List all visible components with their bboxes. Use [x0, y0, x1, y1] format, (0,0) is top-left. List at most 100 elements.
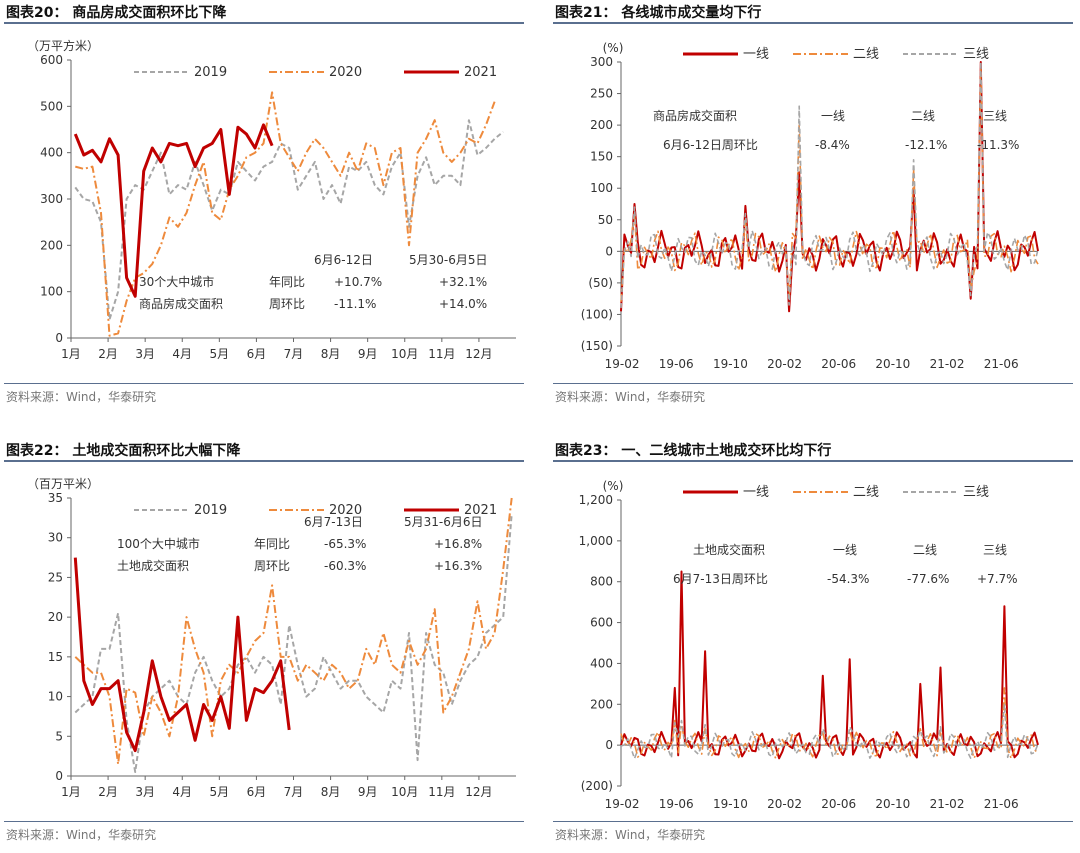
annotation-col-header: 三线	[983, 109, 1007, 123]
x-tick-label: 2月	[98, 785, 118, 799]
y-tick-label: 500	[40, 99, 63, 113]
y-tick-label: 0	[605, 738, 613, 752]
annotation-col-header: 一线	[821, 109, 845, 123]
y-tick-label: 35	[48, 491, 63, 505]
chart-21-canvas: (150) (100) (50) 0 50 100 150 200 250 300(%) 19-02…	[581, 41, 1039, 371]
y-tick-label: 0	[55, 331, 63, 345]
y-tick-label: 200	[590, 118, 613, 132]
y-tick-label: 5	[55, 729, 63, 743]
annotation-label: 6月6-12日周环比	[663, 138, 758, 152]
title-rule	[553, 460, 1073, 462]
y-tick-label: 200	[590, 697, 613, 711]
x-tick-label: 6月	[247, 347, 267, 361]
x-tick-label: 3月	[135, 347, 155, 361]
chart-23-canvas: (200) 0 200 400 600 800 1,000 1,200(%) 19-02 19-0…	[579, 479, 1039, 811]
title-rule	[4, 460, 524, 462]
series-line-2021	[73, 123, 274, 298]
y-tick-label: 300	[40, 192, 63, 206]
chart-panel-21: 图表21： 各线城市成交量均下行 (150) (100) (50) 0 50 100 150…	[553, 0, 1073, 415]
x-tick-label: 4月	[172, 347, 192, 361]
annotation-value: -65.3%	[324, 537, 366, 551]
annotation-value: -77.6%	[907, 572, 949, 586]
x-tick-label: 19-10	[713, 357, 748, 371]
y-tick-label: 30	[48, 531, 63, 545]
legend-label-二线: 二线	[853, 485, 879, 500]
title-rule	[553, 22, 1073, 24]
series-line-2020	[74, 497, 513, 766]
title-rule	[4, 22, 524, 24]
annotation-value: -11.1%	[334, 297, 376, 311]
legend-label-一线: 一线	[743, 485, 769, 500]
y-axis-unit: (%)	[603, 479, 624, 493]
y-tick-label: 150	[590, 150, 613, 164]
source-note: 资料来源：Wind，华泰研究	[555, 828, 706, 842]
y-tick-label: 1,000	[579, 534, 613, 548]
y-tick-label: (150)	[581, 339, 613, 353]
annotation-label: 6月7-13日周环比	[673, 572, 768, 586]
y-tick-label: 200	[40, 238, 63, 252]
y-tick-label: 100	[590, 181, 613, 195]
annotation-col-header: 5月31-6月6日	[404, 515, 483, 529]
y-tick-label: 50	[598, 213, 613, 227]
annotation-label: 土地成交面积	[693, 542, 765, 557]
x-tick-label: 10月	[391, 347, 418, 361]
source-rule	[553, 383, 1073, 384]
annotation-value: +16.3%	[434, 559, 482, 573]
annotation-col-header: 5月30-6月5日	[409, 253, 488, 267]
y-tick-label: 0	[605, 244, 613, 258]
y-tick-label: 20	[48, 610, 63, 624]
annotation-label: 100个大中城市	[117, 536, 200, 551]
chart-22-canvas: 0 5 10 15 20 25 30 35（百万平米） 1月 2月 3月 4月 5月 6月 7月 8月 9月 10…	[27, 477, 516, 799]
x-tick-label: 7月	[284, 347, 304, 361]
legend-label-三线: 三线	[963, 47, 989, 62]
x-tick-label: 21-02	[930, 357, 965, 371]
annotation-value: -12.1%	[905, 138, 947, 152]
x-tick-label: 19-10	[713, 797, 748, 811]
chart-panel-23: 图表23： 一、二线城市土地成交环比均下行 (200) 0 200 400 600 800…	[553, 438, 1073, 853]
chart-title: 图表21： 各线城市成交量均下行	[555, 5, 762, 21]
x-tick-label: 8月	[321, 347, 341, 361]
legend-label-一线: 一线	[743, 47, 769, 62]
x-tick-label: 20-02	[767, 357, 802, 371]
chart-title: 图表20： 商品房成交面积环比下降	[6, 5, 227, 21]
annotation-label: 商品房成交面积	[653, 108, 737, 123]
x-tick-label: 12月	[465, 347, 492, 361]
y-tick-label: (100)	[581, 307, 613, 321]
annotation-col-header: 二线	[911, 109, 935, 123]
y-tick-label: 25	[48, 570, 63, 584]
y-tick-label: 100	[40, 285, 63, 299]
annotation-value: -8.4%	[815, 138, 850, 152]
y-tick-label: 10	[48, 690, 63, 704]
y-tick-label: 15	[48, 650, 63, 664]
y-axis-unit: （万平方米）	[27, 38, 99, 53]
x-tick-label: 20-06	[821, 797, 856, 811]
x-tick-label: 20-06	[821, 357, 856, 371]
annotation-value: +32.1%	[439, 275, 487, 289]
annotation-value: -54.3%	[827, 572, 869, 586]
annotation-col-header: 6月7-13日	[304, 515, 363, 529]
x-tick-label: 11月	[428, 785, 455, 799]
annotation-label: 30个大中城市	[139, 274, 214, 289]
x-tick-label: 21-06	[984, 797, 1019, 811]
annotation-value: +7.7%	[977, 572, 1018, 586]
annotation-row-label: 周环比	[269, 297, 305, 311]
x-tick-label: 19-06	[659, 797, 694, 811]
y-axis-unit: (%)	[603, 41, 624, 55]
y-axis-unit: （百万平米）	[27, 477, 99, 491]
annotation-value: -11.3%	[977, 138, 1019, 152]
source-note: 资料来源：Wind，华泰研究	[555, 390, 706, 404]
x-tick-label: 10月	[391, 785, 418, 799]
series-line-2019	[74, 513, 513, 773]
annotation-value: +16.8%	[434, 537, 482, 551]
annotation-row-label: 周环比	[254, 559, 290, 573]
y-tick-label: (50)	[588, 276, 613, 290]
annotation-col-header: 6月6-12日	[314, 253, 373, 267]
chart-20-canvas: 0 100 200 300 400 500 600（万平方米） 1月 2月 3月 4月 5月 6月 7月 8…	[27, 38, 516, 361]
x-tick-label: 20-10	[875, 357, 910, 371]
x-tick-label: 2月	[98, 347, 118, 361]
legend-label-2021: 2021	[464, 503, 497, 518]
x-tick-label: 21-02	[930, 797, 965, 811]
x-tick-label: 12月	[465, 785, 492, 799]
annotation-row-label: 年同比	[269, 275, 305, 289]
legend-label-三线: 三线	[963, 485, 989, 500]
